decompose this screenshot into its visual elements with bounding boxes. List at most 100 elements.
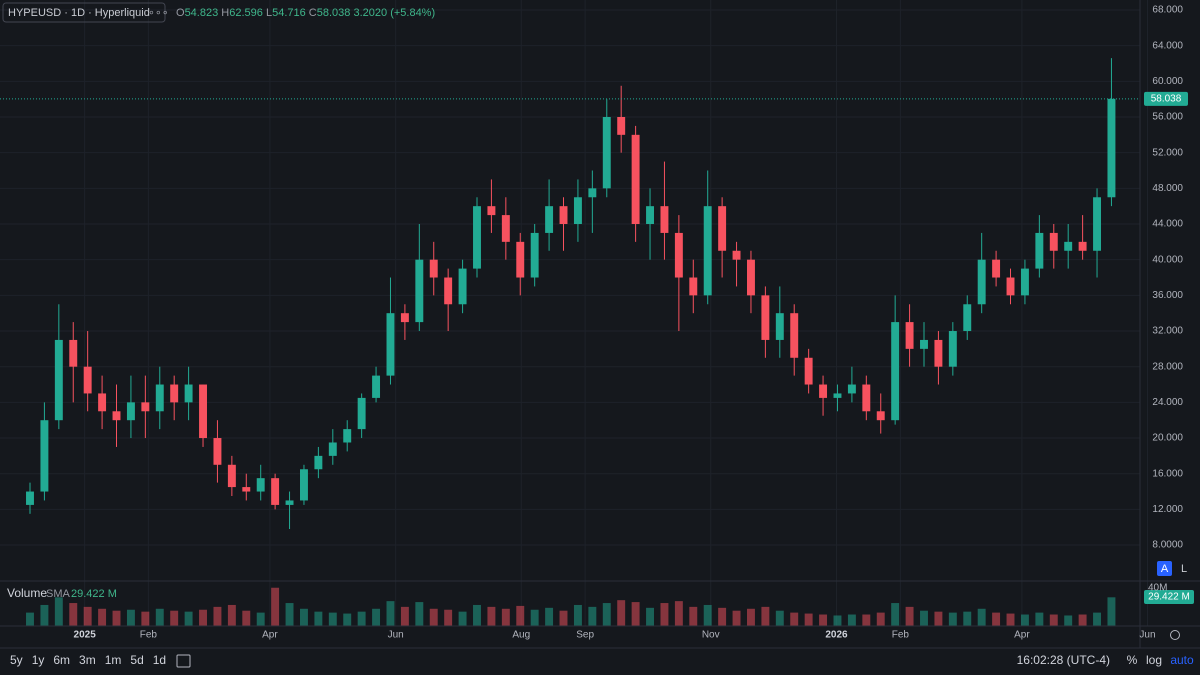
- volume-bar: [920, 610, 928, 626]
- symbol[interactable]: HYPEUSD · 1D · Hyperliquid: [8, 7, 150, 19]
- volume-bar: [833, 615, 842, 626]
- candle-body: [184, 384, 193, 403]
- candle-body: [602, 116, 611, 189]
- candle-body: [170, 384, 179, 403]
- volume-bar: [689, 606, 698, 626]
- volume-bar: [69, 603, 78, 626]
- y-tick-label: 8.0000: [1152, 540, 1183, 551]
- volume-title: Volume: [7, 586, 47, 600]
- volume-bar: [1093, 612, 1101, 626]
- last-price-label: 58.038: [1151, 93, 1182, 104]
- volume-bar: [1107, 597, 1116, 626]
- range-button[interactable]: 1y: [32, 653, 45, 667]
- volume-bar: [314, 611, 323, 626]
- candle-body: [444, 277, 453, 305]
- candle-body: [1049, 232, 1058, 251]
- candle-body: [1078, 241, 1087, 251]
- candle-body: [963, 304, 972, 332]
- volume-bar: [891, 603, 900, 626]
- candle-body: [732, 250, 741, 260]
- y-tick-label: 16.000: [1152, 468, 1183, 479]
- candle-body: [790, 313, 799, 358]
- range-button[interactable]: 1m: [105, 653, 122, 667]
- volume-bar: [199, 609, 207, 626]
- volume-bar: [184, 611, 193, 626]
- candle-body: [299, 469, 308, 501]
- candle-body: [343, 429, 352, 443]
- candle-body: [934, 339, 943, 367]
- y-tick-label: 28.000: [1152, 361, 1183, 372]
- y-tick-label: 52.000: [1152, 147, 1183, 158]
- volume-bar: [905, 606, 914, 626]
- candle-body: [847, 384, 856, 394]
- candle-body: [631, 134, 640, 225]
- candle-body: [242, 487, 251, 492]
- range-button[interactable]: 6m: [53, 653, 70, 667]
- settings-icon[interactable]: [1170, 630, 1180, 640]
- percent-button[interactable]: %: [1127, 653, 1138, 667]
- range-button[interactable]: 1d: [153, 653, 166, 667]
- y-tick-label: 44.000: [1152, 219, 1183, 230]
- candle-body: [357, 397, 366, 430]
- candle-body: [1006, 277, 1015, 296]
- range-button[interactable]: 5y: [10, 653, 23, 667]
- volume-bar: [386, 601, 395, 626]
- more-icon[interactable]: ∘∘∘: [148, 7, 169, 19]
- candle-body: [545, 206, 554, 233]
- volume-bar: [804, 613, 813, 626]
- candle-body: [689, 277, 698, 296]
- volume-bar: [602, 603, 611, 626]
- volume-bar: [646, 607, 654, 626]
- volume-bar: [328, 612, 337, 626]
- log-button[interactable]: log: [1146, 653, 1162, 667]
- volume-sma-tag-label: 29.422 M: [1148, 592, 1190, 603]
- volume-bar: [357, 611, 366, 626]
- volume-bar: [54, 597, 63, 626]
- volume-bar: [444, 609, 453, 626]
- candle-body: [213, 438, 222, 465]
- volume-bar: [473, 604, 481, 626]
- volume-bar: [545, 607, 554, 626]
- candle-body: [718, 206, 727, 251]
- candle-body: [1107, 98, 1116, 198]
- volume-bar: [948, 612, 957, 626]
- volume-bar: [617, 600, 626, 626]
- auto-button[interactable]: auto: [1170, 653, 1194, 667]
- y-tick-label: 20.000: [1152, 433, 1183, 444]
- x-tick-label: Nov: [702, 630, 720, 641]
- log-scale-label[interactable]: L: [1181, 563, 1187, 575]
- candle-body: [646, 206, 654, 225]
- candle-body: [285, 500, 294, 505]
- candle-body: [415, 259, 424, 323]
- y-tick-label: 48.000: [1152, 183, 1183, 194]
- volume-bar: [343, 613, 352, 626]
- volume-bar: [588, 606, 597, 626]
- volume-bar: [876, 612, 885, 626]
- candle-body: [141, 402, 150, 412]
- volume-bar: [718, 607, 727, 626]
- volume-bar: [83, 606, 92, 626]
- volume-bar: [170, 610, 179, 626]
- volume-bar: [299, 608, 308, 626]
- calendar-icon[interactable]: [176, 654, 191, 668]
- volume-bar: [112, 610, 121, 626]
- candle-body: [1020, 268, 1029, 296]
- volume-bar: [862, 614, 871, 626]
- symbol-box[interactable]: [2, 2, 166, 23]
- volume-bar: [516, 605, 525, 626]
- candle-body: [977, 259, 986, 305]
- volume-bar: [977, 608, 986, 626]
- range-button[interactable]: 3m: [79, 653, 96, 667]
- candle-body: [660, 206, 669, 233]
- auto-scale-label[interactable]: A: [1161, 563, 1169, 575]
- candle-body: [833, 393, 842, 398]
- auto-scale-button[interactable]: [1157, 561, 1172, 576]
- x-tick-label: Feb: [892, 630, 910, 641]
- volume-bar: [415, 602, 424, 626]
- x-tick-label: Aug: [512, 630, 530, 641]
- range-button[interactable]: 5d: [130, 653, 143, 667]
- candle-body: [501, 215, 510, 242]
- volume-bar: [285, 603, 294, 626]
